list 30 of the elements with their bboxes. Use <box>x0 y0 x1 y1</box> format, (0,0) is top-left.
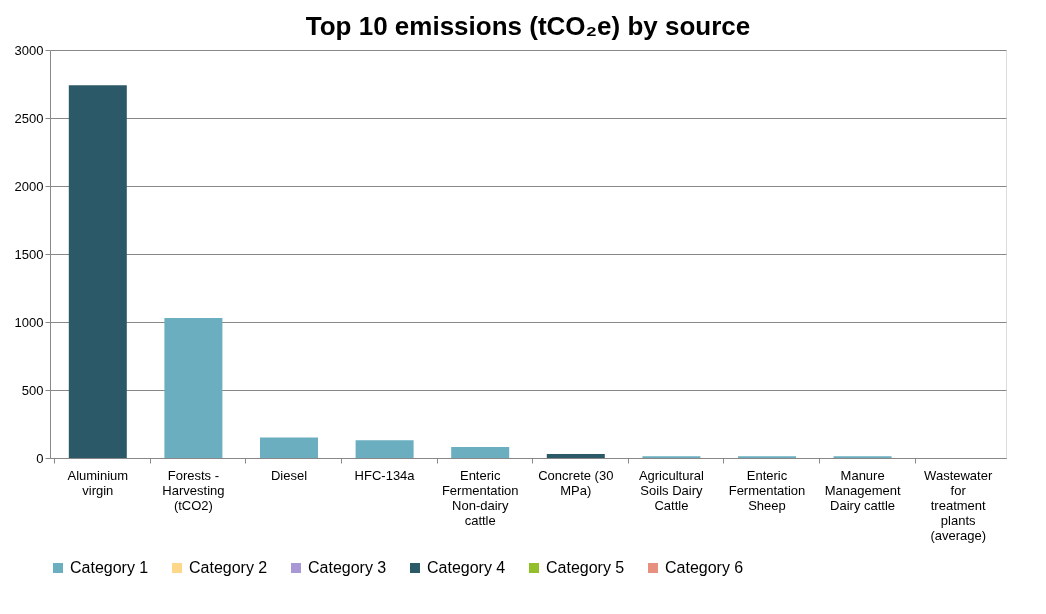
x-tick-label: Enteric Fermentation Sheep <box>728 467 806 513</box>
y-tick-label: 0 <box>36 450 44 466</box>
x-tick-label: Diesel <box>270 467 308 483</box>
bar <box>546 453 605 458</box>
legend-label: Category 4 <box>427 559 506 576</box>
legend-label: Category 6 <box>665 559 744 576</box>
legend-label: Category 3 <box>308 559 387 576</box>
y-tick-label: 3000 <box>14 42 44 58</box>
bar <box>164 317 223 458</box>
x-tick-label: Wastewater for treatment plants (average) <box>924 467 993 543</box>
y-tick-label: 2500 <box>14 110 44 126</box>
bar <box>68 85 127 458</box>
x-tick-label: Agricultural Soils Dairy Cattle <box>638 467 705 513</box>
legend-label: Category 5 <box>546 559 625 576</box>
x-tick-label: Concrete (30 MPa) <box>538 467 614 498</box>
y-tick-label: 2000 <box>14 178 44 194</box>
chart-title: Top 10 emissions (tCO₂e) by source <box>305 11 751 41</box>
x-tick-label: Enteric Fermentation Non-dairy cattle <box>441 467 519 528</box>
bar <box>260 437 318 458</box>
bar <box>355 440 414 458</box>
x-tick-label: Aluminium virgin <box>67 467 129 498</box>
x-tick-label: Forests - Harvesting (tCO2) <box>162 467 225 513</box>
legend-label: Category 2 <box>189 559 268 576</box>
y-tick-label: 1500 <box>14 246 44 262</box>
y-tick-label: 1000 <box>14 314 44 330</box>
legend-label: Category 1 <box>70 559 149 576</box>
bar <box>451 447 510 458</box>
y-tick-label: 500 <box>21 382 44 398</box>
x-tick-label: HFC-134a <box>354 467 416 483</box>
x-tick-label: Manure Management Dairy cattle <box>824 467 901 513</box>
